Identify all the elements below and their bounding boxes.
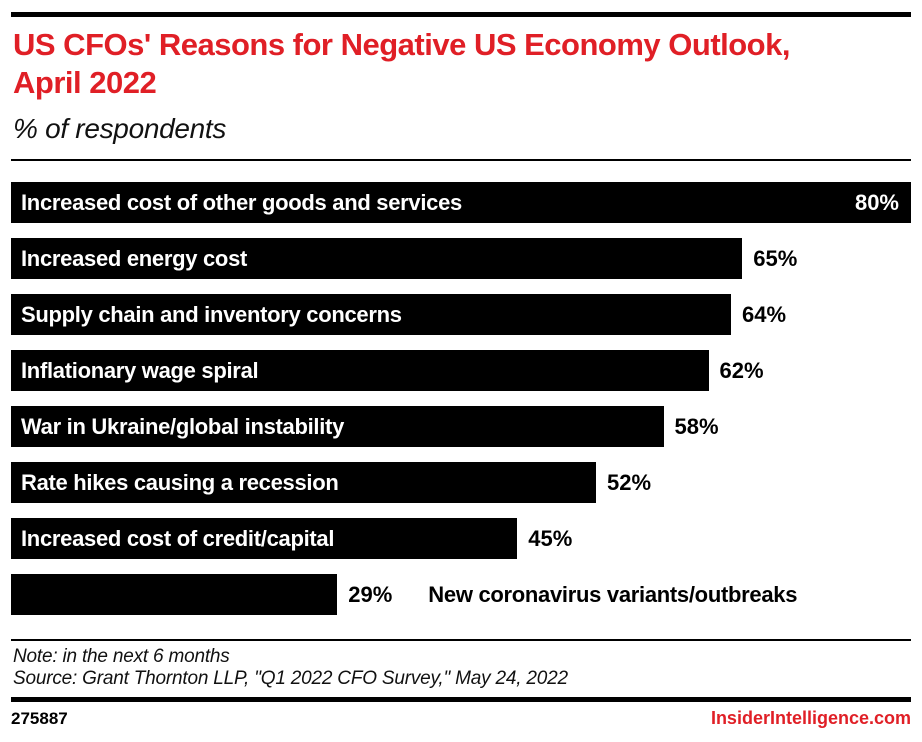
bar-value-label: 29%: [348, 581, 393, 607]
bar-category-label: New coronavirus variants/outbreaks: [428, 581, 798, 607]
bar-row: Increased cost of credit/capital 45%: [11, 518, 911, 559]
bar-category-label: Increased energy cost: [21, 245, 248, 271]
bar: Inflationary wage spiral: [11, 350, 709, 391]
bar-row: War in Ukraine/global instability 58%: [11, 406, 911, 447]
bar-row: Rate hikes causing a recession 52%: [11, 462, 911, 503]
bar-value-label: 65%: [753, 245, 798, 271]
bar: Increased cost of other goods and servic…: [11, 182, 911, 223]
bar-row: 29% New coronavirus variants/outbreaks: [11, 574, 911, 615]
bar-value-label: 58%: [674, 413, 719, 439]
bar-row: Inflationary wage spiral 62%: [11, 350, 911, 391]
bar-value-label: 45%: [528, 525, 573, 551]
bar-value-label: 62%: [719, 357, 764, 383]
bar-category-label: Supply chain and inventory concerns: [21, 301, 402, 327]
chart-title: US CFOs' Reasons for Negative US Economy…: [13, 27, 790, 100]
bar-row: Supply chain and inventory concerns 64%: [11, 294, 911, 335]
header-divider: [11, 159, 911, 161]
bar-category-label: Increased cost of credit/capital: [21, 525, 335, 551]
bottom-divider: [11, 697, 911, 702]
bar-value-label: 64%: [742, 301, 787, 327]
bar-list: Increased cost of other goods and servic…: [11, 182, 911, 615]
brand-link: InsiderIntelligence.com: [710, 708, 911, 728]
footer-divider: [11, 639, 911, 641]
top-divider: [11, 12, 911, 17]
bar-value-label: 80%: [854, 189, 899, 215]
bar-category-label: Increased cost of other goods and servic…: [21, 189, 462, 215]
chart-subtitle: % of respondents: [13, 113, 227, 144]
chart-source: Source: Grant Thornton LLP, "Q1 2022 CFO…: [13, 668, 568, 689]
footer: 275887 InsiderIntelligence.com: [11, 708, 911, 729]
bar-category-label: Rate hikes causing a recession: [21, 469, 339, 495]
bar: Supply chain and inventory concerns: [11, 294, 731, 335]
chart-id: 275887: [11, 708, 68, 728]
bar: War in Ukraine/global instability: [11, 406, 664, 447]
bar: [11, 574, 338, 615]
bar-category-label: Inflationary wage spiral: [21, 357, 259, 383]
bar: Increased cost of credit/capital: [11, 518, 518, 559]
chart-note: Note: in the next 6 months: [13, 646, 230, 667]
bar-row: Increased energy cost 65%: [11, 238, 911, 279]
bar: Rate hikes causing a recession: [11, 462, 596, 503]
bar-value-label: 52%: [607, 469, 652, 495]
bar-row: Increased cost of other goods and servic…: [11, 182, 911, 223]
bar-category-label: War in Ukraine/global instability: [21, 413, 345, 439]
bar: Increased energy cost: [11, 238, 743, 279]
